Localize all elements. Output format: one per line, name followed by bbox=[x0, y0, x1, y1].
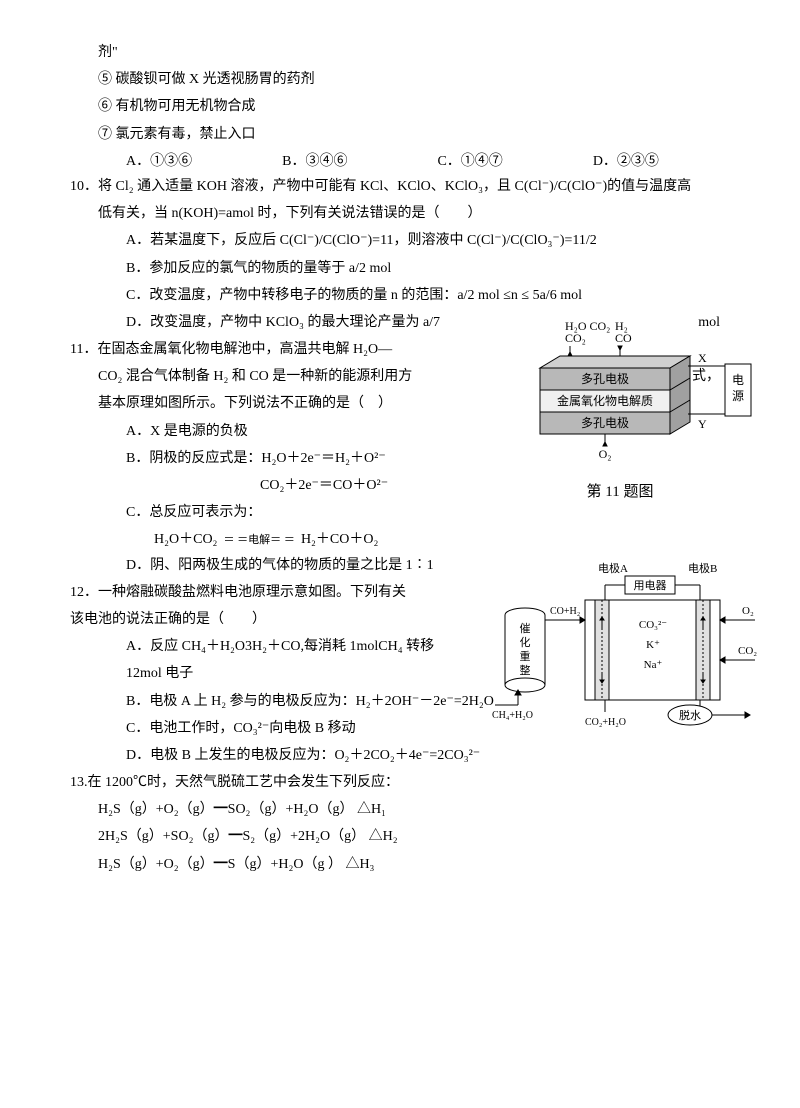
q13-stem: 13.在 1200℃时，天然气脱硫工艺中会发生下列反应： bbox=[70, 770, 730, 795]
q13-reaction-3: H₂S（g）+O₂（g）━S（g）+H₂O（g ） △H₃ bbox=[70, 852, 730, 877]
svg-text:源: 源 bbox=[732, 389, 744, 403]
svg-text:CO+H₂: CO+H₂ bbox=[550, 606, 580, 617]
svg-text:Y: Y bbox=[698, 417, 707, 431]
q9-option-a: A．①③⑥ bbox=[126, 149, 192, 174]
svg-text:金属氧化物电解质: 金属氧化物电解质 bbox=[557, 393, 653, 408]
q9-options: A．①③⑥ B．③④⑥ C．①④⑦ D．②③⑤ bbox=[70, 149, 730, 174]
svg-text:电极B: 电极B bbox=[688, 561, 717, 575]
svg-text:电极A: 电极A bbox=[598, 561, 628, 575]
statement-7: ⑦ 氯元素有毒，禁止入口 bbox=[70, 122, 730, 147]
svg-text:化: 化 bbox=[520, 635, 531, 649]
q13-reaction-1: H₂S（g）+O₂（g）━SO₂（g）+H₂O（g） △H₁ bbox=[70, 797, 730, 822]
q10-option-a: A．若某温度下，反应后 C(Cl⁻)/C(ClO⁻)=11，则溶液中 C(Cl⁻… bbox=[70, 228, 730, 253]
statement-5: ⑤ 碳酸钡可做 X 光透视肠胃的药剂 bbox=[70, 67, 730, 92]
svg-text:CO₃²⁻: CO₃²⁻ bbox=[639, 619, 667, 631]
q10-option-d-left: D．改变温度，产物中 KClO₃ 的最大理论产量为 a/7 bbox=[126, 310, 440, 335]
svg-text:X: X bbox=[698, 351, 707, 365]
svg-text:重: 重 bbox=[520, 649, 531, 663]
q10-stem-2: 低有关，当 n(KOH)=amol 时，下列有关说法错误的是（ ） bbox=[70, 201, 730, 226]
svg-text:K⁺: K⁺ bbox=[646, 639, 660, 651]
svg-text:多孔电极: 多孔电极 bbox=[581, 416, 629, 430]
q11-equation: H₂O＋CO₂ ＝ ＝电解＝ ＝ H₂＋CO＋O₂ bbox=[70, 527, 730, 552]
svg-text:整: 整 bbox=[520, 663, 531, 677]
q10-stem-1: 10．将 Cl₂ 通入适量 KOH 溶液，产物中可能有 KCl、KClO、KCl… bbox=[70, 174, 730, 199]
svg-text:CO₂: CO₂ bbox=[738, 645, 757, 657]
q12-option-d: D．电极 B 上发生的电极反应为：O₂＋2CO₂＋4e⁻=2CO₃²⁻ bbox=[70, 743, 730, 768]
svg-text:脱水: 脱水 bbox=[679, 708, 701, 722]
svg-text:CO₂+H₂O: CO₂+H₂O bbox=[585, 717, 626, 728]
statement-6: ⑥ 有机物可用无机物合成 bbox=[70, 94, 730, 119]
figure-12: 电极A 电极B 用电器 CO₃²⁻ K⁺ Na⁺ bbox=[490, 560, 770, 735]
svg-text:电: 电 bbox=[732, 373, 744, 387]
svg-text:催: 催 bbox=[520, 621, 531, 635]
q9-option-c: C．①④⑦ bbox=[437, 149, 502, 174]
svg-text:CH₄+H₂O: CH₄+H₂O bbox=[492, 710, 533, 721]
q10-option-c: C．改变温度，产物中转移电子的物质的量 n 的范围：a/2 mol ≤n ≤ 5… bbox=[70, 283, 730, 308]
fig11-caption: 第 11 题图 bbox=[587, 482, 654, 500]
q9-option-b: B．③④⑥ bbox=[282, 149, 347, 174]
svg-text:多孔电极: 多孔电极 bbox=[581, 372, 629, 386]
q11-line-2: CO₂ 混合气体制备 H₂ 和 CO 是一种新的能源利用方 bbox=[98, 364, 412, 389]
continuation-text: 剂" bbox=[70, 40, 730, 65]
svg-text:CO: CO bbox=[615, 331, 632, 345]
svg-text:O₂: O₂ bbox=[599, 447, 612, 461]
svg-text:CO₂: CO₂ bbox=[565, 331, 586, 345]
q10-option-b: B．参加反应的氯气的物质的量等于 a/2 mol bbox=[70, 256, 730, 281]
svg-text:用电器: 用电器 bbox=[634, 579, 667, 592]
svg-text:O₂: O₂ bbox=[742, 605, 754, 617]
q9-option-d: D．②③⑤ bbox=[593, 149, 659, 174]
figure-11: H₂O CO₂ CO₂ H₂ CO 多孔电极 金属氧化物电解质 多孔电极 bbox=[510, 318, 770, 508]
svg-text:Na⁺: Na⁺ bbox=[644, 659, 663, 671]
q13-reaction-2: 2H₂S（g）+SO₂（g）━S₂（g）+2H₂O（g） △H₂ bbox=[70, 824, 730, 849]
